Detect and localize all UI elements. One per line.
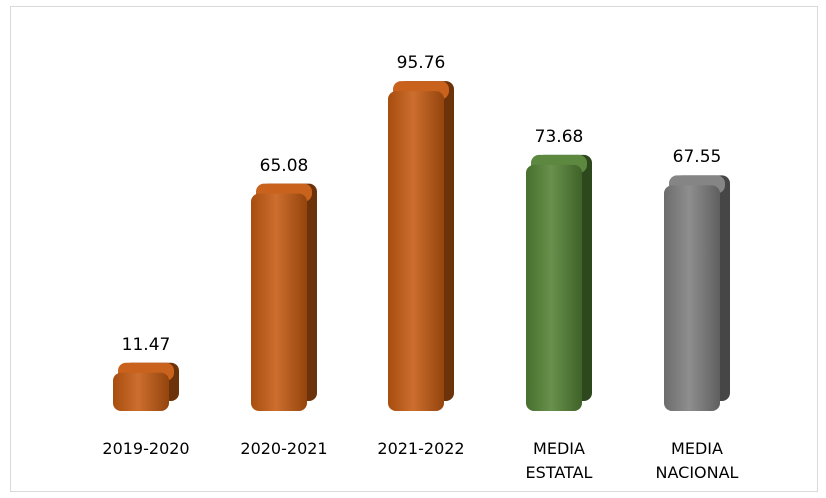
category-label-line: 2019-2020 [102, 439, 190, 458]
bar-4 [526, 164, 582, 411]
value-label-1: 11.47 [121, 334, 171, 355]
value-label-5: 67.55 [672, 147, 722, 168]
value-label-3: 95.76 [396, 53, 446, 74]
category-label-4: MEDIA ESTATAL [489, 437, 629, 485]
bar-2 [251, 193, 307, 411]
bar-3 [388, 91, 444, 412]
bar-5 [664, 185, 720, 411]
category-label-line: 2020-2021 [240, 439, 328, 458]
category-label-2: 2020-2021 [214, 437, 354, 461]
category-label-1: 2019-2020 [76, 437, 216, 461]
category-label-line: MEDIA [671, 439, 723, 458]
category-label-line: ESTATAL [525, 463, 593, 482]
bar-chart [113, 81, 730, 412]
category-label-5: MEDIA NACIONAL [627, 437, 767, 485]
bars-group [113, 81, 730, 412]
category-label-line: MEDIA [533, 439, 585, 458]
category-label-line: NACIONAL [655, 463, 739, 482]
chart-frame: 11.47 2019-2020 65.08 2020-2021 95.76 2021-20… [10, 6, 818, 492]
category-label-3: 2021-2022 [351, 437, 491, 461]
value-label-2: 65.08 [259, 155, 309, 176]
category-label-line: 2021-2022 [377, 439, 465, 458]
bar-1 [113, 372, 169, 411]
value-label-4: 73.68 [534, 126, 584, 147]
